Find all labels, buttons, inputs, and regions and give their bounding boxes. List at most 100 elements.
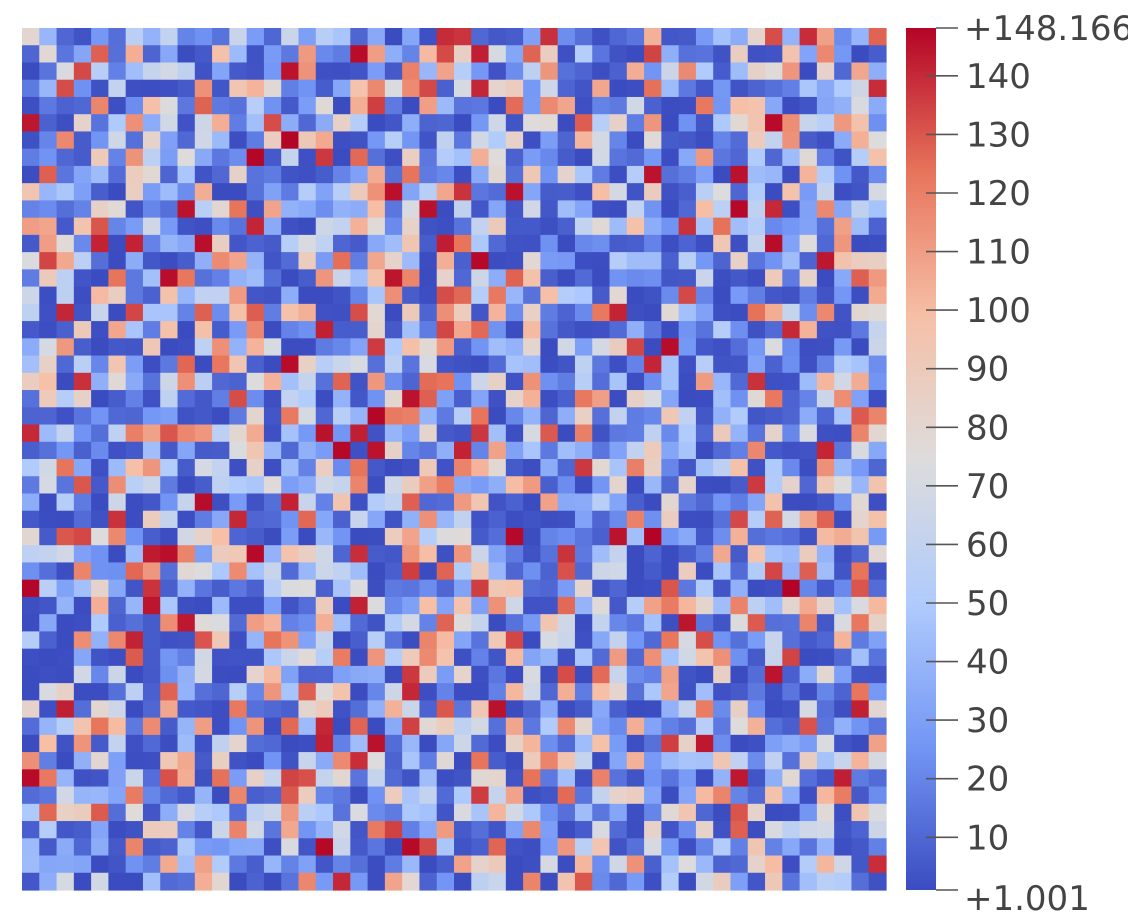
heatmap-cell [419,786,438,805]
heatmap-cell [592,183,611,201]
heatmap-cell [834,527,853,546]
heatmap-cell [160,803,179,822]
heatmap-cell [212,62,230,81]
heatmap-cell [142,579,161,598]
heatmap-cell [661,838,680,857]
heatmap-cell [125,321,144,339]
heatmap-cell [644,338,662,357]
heatmap-cell [246,631,265,650]
heatmap-cell [212,338,230,357]
heatmap-cell [281,562,300,581]
heatmap-cell [609,510,628,529]
heatmap-cell [125,579,144,598]
heatmap-cell [454,441,472,460]
heatmap-cell [747,269,766,288]
heatmap-cell [91,355,109,374]
heatmap-cell [678,252,697,270]
heatmap-cell [177,441,196,460]
heatmap-cell [160,338,179,357]
heatmap-cell [713,372,732,391]
heatmap-cell [419,200,438,219]
heatmap-cell [125,665,144,684]
heatmap-cell [454,390,472,408]
heatmap-cell [557,803,576,822]
heatmap-cell [350,45,369,64]
heatmap-cell [367,579,386,598]
heatmap-cell [108,372,127,391]
heatmap-cell [384,752,403,770]
heatmap-cell [644,734,662,753]
heatmap-cell [246,510,265,529]
heatmap-cell [765,717,783,736]
heatmap-cell [782,252,801,270]
heatmap-cell [384,683,403,701]
heatmap-cell [799,769,818,788]
heatmap-cell [39,234,58,253]
heatmap-cell [851,165,870,184]
heatmap-cell [730,252,749,270]
heatmap-cell [367,510,386,529]
heatmap-cell [212,596,230,615]
heatmap-cell [868,338,887,357]
heatmap-cell [782,821,801,839]
heatmap-cell [574,596,593,615]
heatmap-cell [730,200,749,219]
heatmap-cell [799,407,818,426]
heatmap-cell [574,252,593,270]
heatmap-cell [367,821,386,839]
heatmap-cell [592,872,611,891]
heatmap-cell [142,45,161,64]
heatmap-cell [142,355,161,374]
heatmap-cell [540,407,559,426]
heatmap-cell [678,459,697,477]
heatmap-cell [851,407,870,426]
heatmap-cell [816,493,835,512]
heatmap-cell [730,407,749,426]
heatmap-cell [644,631,662,650]
heatmap-cell [523,614,541,632]
heatmap-cell [765,872,783,891]
heatmap-cell [402,631,421,650]
heatmap-cell [194,665,213,684]
heatmap-cell [471,200,490,219]
heatmap-cell [661,96,680,115]
heatmap-cell [730,665,749,684]
heatmap-cell [868,200,887,219]
heatmap-cell [454,114,472,133]
heatmap-cell [644,803,662,822]
heatmap-cell [263,562,282,581]
heatmap-cell [523,79,541,98]
heatmap-cell [471,165,490,184]
heatmap-cell [384,183,403,201]
heatmap-cell [367,217,386,236]
heatmap-cell [747,476,766,495]
heatmap-cell [454,459,472,477]
heatmap-cell [713,579,732,598]
heatmap-cell [730,79,749,98]
heatmap-cell [799,614,818,632]
heatmap-cell [436,665,455,684]
heatmap-cell [523,459,541,477]
heatmap-cell [142,183,161,201]
heatmap-cell [471,872,490,891]
heatmap-cell [540,200,559,219]
heatmap-cell [160,62,179,81]
heatmap-cell [523,338,541,357]
heatmap-cell [574,217,593,236]
heatmap-cell [263,372,282,391]
heatmap-cell [747,131,766,150]
heatmap-cell [263,114,282,133]
heatmap-cell [454,148,472,167]
heatmap-cell [91,200,109,219]
heatmap-cell [730,165,749,184]
heatmap-cell [160,614,179,632]
heatmap-cell [799,62,818,81]
heatmap-cell [108,217,127,236]
heatmap-cell [142,252,161,270]
heatmap-cell [263,872,282,891]
heatmap-cell [56,752,75,770]
heatmap-cell [281,752,300,770]
heatmap-cell [142,872,161,891]
heatmap-cell [39,165,58,184]
